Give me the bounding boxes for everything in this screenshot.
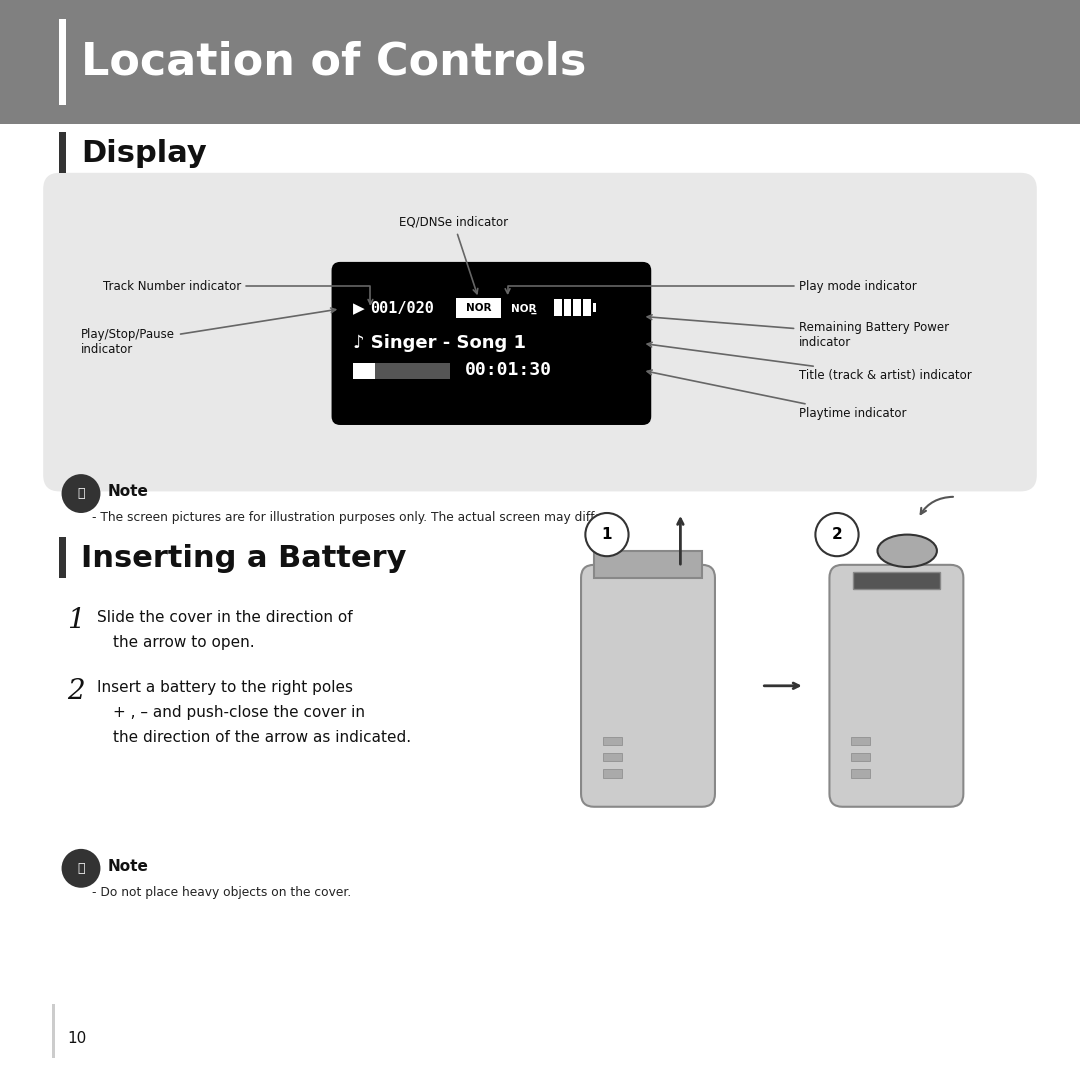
Bar [564, 299, 571, 316]
Bar [573, 299, 581, 316]
Text: 2: 2 [67, 678, 84, 704]
Text: EQ/DNSe indicator: EQ/DNSe indicator [399, 216, 509, 294]
Bar [353, 363, 450, 379]
Ellipse shape [877, 535, 937, 567]
Text: Track Number indicator: Track Number indicator [103, 280, 373, 305]
Bar [853, 572, 940, 589]
Bar [583, 299, 591, 316]
Text: 🔔: 🔔 [78, 487, 84, 500]
Text: + , – and push-close the cover in: + , – and push-close the cover in [113, 705, 365, 720]
Text: NOR: NOR [465, 302, 491, 313]
Bar [851, 737, 870, 745]
Text: 2: 2 [832, 527, 842, 542]
Bar [603, 769, 622, 778]
Bar [52, 1004, 55, 1058]
Bar [353, 363, 375, 379]
Bar [59, 132, 66, 173]
Text: 1: 1 [67, 607, 84, 634]
Text: Note: Note [108, 859, 149, 874]
FancyBboxPatch shape [581, 565, 715, 807]
Text: Insert a battery to the right poles: Insert a battery to the right poles [97, 680, 353, 696]
Text: 🔔: 🔔 [78, 862, 84, 875]
FancyBboxPatch shape [829, 565, 963, 807]
Text: 1: 1 [602, 527, 612, 542]
Text: Location of Controls: Location of Controls [81, 41, 586, 83]
Circle shape [815, 513, 859, 556]
Bar [851, 753, 870, 761]
Text: ♪ Singer - Song 1: ♪ Singer - Song 1 [353, 335, 526, 352]
Text: the arrow to open.: the arrow to open. [113, 635, 255, 650]
FancyBboxPatch shape [0, 0, 1080, 124]
Bar [59, 537, 66, 578]
Text: - The screen pictures are for illustration purposes only. The actual screen may : - The screen pictures are for illustrati… [92, 511, 610, 524]
Bar [603, 737, 622, 745]
Bar [554, 299, 562, 316]
Text: Slide the cover in the direction of: Slide the cover in the direction of [97, 610, 353, 625]
Text: Note: Note [108, 484, 149, 499]
Bar [593, 303, 596, 312]
Circle shape [585, 513, 629, 556]
Text: NOR̲: NOR̲ [511, 303, 537, 314]
Polygon shape [594, 551, 702, 578]
Text: Playtime indicator: Playtime indicator [647, 370, 907, 420]
Text: ▶: ▶ [353, 301, 365, 316]
Text: Play mode indicator: Play mode indicator [505, 280, 917, 294]
Text: Play/Stop/Pause
indicator: Play/Stop/Pause indicator [81, 308, 336, 356]
Text: - Do not place heavy objects on the cover.: - Do not place heavy objects on the cove… [92, 886, 351, 899]
FancyBboxPatch shape [332, 261, 651, 424]
Text: Inserting a Battery: Inserting a Battery [81, 544, 406, 572]
Text: 00:01:30: 00:01:30 [464, 362, 552, 379]
Circle shape [62, 474, 100, 513]
Text: Remaining Battery Power
indicator: Remaining Battery Power indicator [647, 315, 949, 349]
Circle shape [62, 849, 100, 888]
Text: 10: 10 [67, 1031, 86, 1047]
Bar [59, 19, 66, 105]
Text: 001/020: 001/020 [370, 301, 434, 316]
Text: Display: Display [81, 139, 206, 167]
Text: the direction of the arrow as indicated.: the direction of the arrow as indicated. [113, 730, 411, 745]
FancyBboxPatch shape [456, 298, 501, 318]
FancyBboxPatch shape [43, 173, 1037, 491]
Bar [603, 753, 622, 761]
Bar [851, 769, 870, 778]
Text: Title (track & artist) indicator: Title (track & artist) indicator [647, 342, 972, 382]
